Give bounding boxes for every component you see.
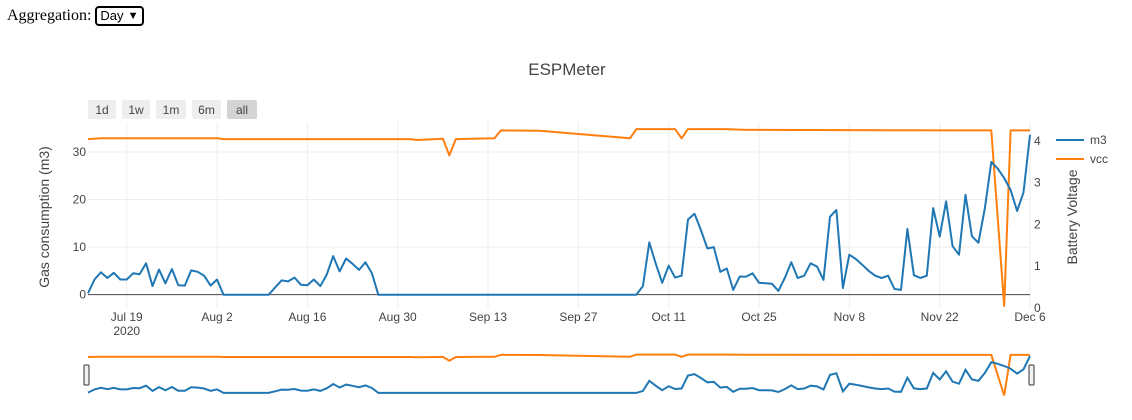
- x-tick-label: Nov 8: [834, 310, 866, 324]
- legend-label: vcc: [1090, 152, 1108, 166]
- legend-label: m3: [1090, 133, 1107, 147]
- range-button-1w[interactable]: 1w: [122, 100, 150, 119]
- range-slider-line-m3: [87, 355, 1031, 394]
- y-right-tick-label: 2: [1034, 217, 1041, 231]
- aggregation-selected-value: Day: [100, 8, 124, 23]
- range-slider-handle-right[interactable]: [1028, 364, 1035, 386]
- y-left-tick-label: 10: [73, 240, 87, 254]
- y-left-tick-label: 20: [73, 193, 87, 207]
- y-left-axis-label: Gas consumption (m3): [36, 146, 52, 288]
- y-left-tick-label: 0: [79, 288, 86, 302]
- y-right-tick-label: 0: [1034, 301, 1041, 315]
- y-right-tick-label: 4: [1034, 134, 1041, 148]
- range-button-1m[interactable]: 1m: [156, 100, 186, 119]
- plot-area[interactable]: [87, 128, 1031, 307]
- range-button-label: all: [236, 103, 248, 117]
- x-tick-label: Sep 13: [469, 310, 507, 324]
- range-button-label: 1w: [128, 103, 144, 117]
- x-tick-label: Aug 16: [288, 310, 326, 324]
- range-slider-handle-left[interactable]: [83, 364, 90, 386]
- range-button-label: 1m: [163, 103, 180, 117]
- x-tick-label: Sep 27: [559, 310, 597, 324]
- range-selector: 1d 1w 1m 6m all: [88, 100, 257, 119]
- range-button-6m[interactable]: 6m: [192, 100, 221, 119]
- x-tick-label: Dec 6: [1014, 310, 1046, 324]
- range-slider[interactable]: [83, 353, 1035, 396]
- x-tick-label: Oct 25: [741, 310, 777, 324]
- x-tick-label: Nov 22: [921, 310, 959, 324]
- x-ticks: Jul 19 Aug 2 Aug 16 Aug 30 Sep 13 Sep 27 Oct 1…: [111, 310, 1046, 338]
- range-slider-line-vcc: [87, 353, 1030, 396]
- range-button-label: 1d: [95, 103, 108, 117]
- legend-item-vcc[interactable]: vcc: [1056, 152, 1108, 166]
- y-left-ticks: 0 10 20 30: [73, 145, 87, 302]
- y-right-tick-label: 3: [1034, 176, 1041, 190]
- y-right-tick-label: 1: [1034, 259, 1041, 273]
- aggregation-select[interactable]: Day ▼: [95, 6, 144, 26]
- x-tick-label: Aug 2: [201, 310, 233, 324]
- x-tick-label: Oct 11: [651, 310, 686, 324]
- legend-item-m3[interactable]: m3: [1056, 133, 1107, 147]
- series-line-m3: [87, 134, 1031, 296]
- range-button-all[interactable]: all: [227, 100, 257, 119]
- aggregation-control: Aggregation: Day ▼: [7, 6, 144, 26]
- aggregation-label: Aggregation:: [7, 7, 92, 24]
- x-tick-label: Jul 19: [111, 310, 143, 324]
- legend[interactable]: m3 vcc: [1056, 133, 1108, 166]
- x-tick-label: Aug 30: [379, 310, 417, 324]
- range-button-1d[interactable]: 1d: [88, 100, 116, 119]
- y-left-tick-label: 30: [73, 145, 87, 159]
- x-tick-year: 2020: [113, 324, 140, 338]
- y-right-axis-label: Battery Voltage: [1064, 169, 1080, 264]
- range-button-label: 6m: [198, 103, 215, 117]
- y-right-ticks: 0 1 2 3 4: [1034, 134, 1041, 315]
- chevron-down-icon: ▼: [127, 10, 139, 22]
- grid: [88, 122, 1031, 308]
- series-line-vcc: [87, 128, 1030, 307]
- chart-title: ESPMeter: [528, 60, 606, 79]
